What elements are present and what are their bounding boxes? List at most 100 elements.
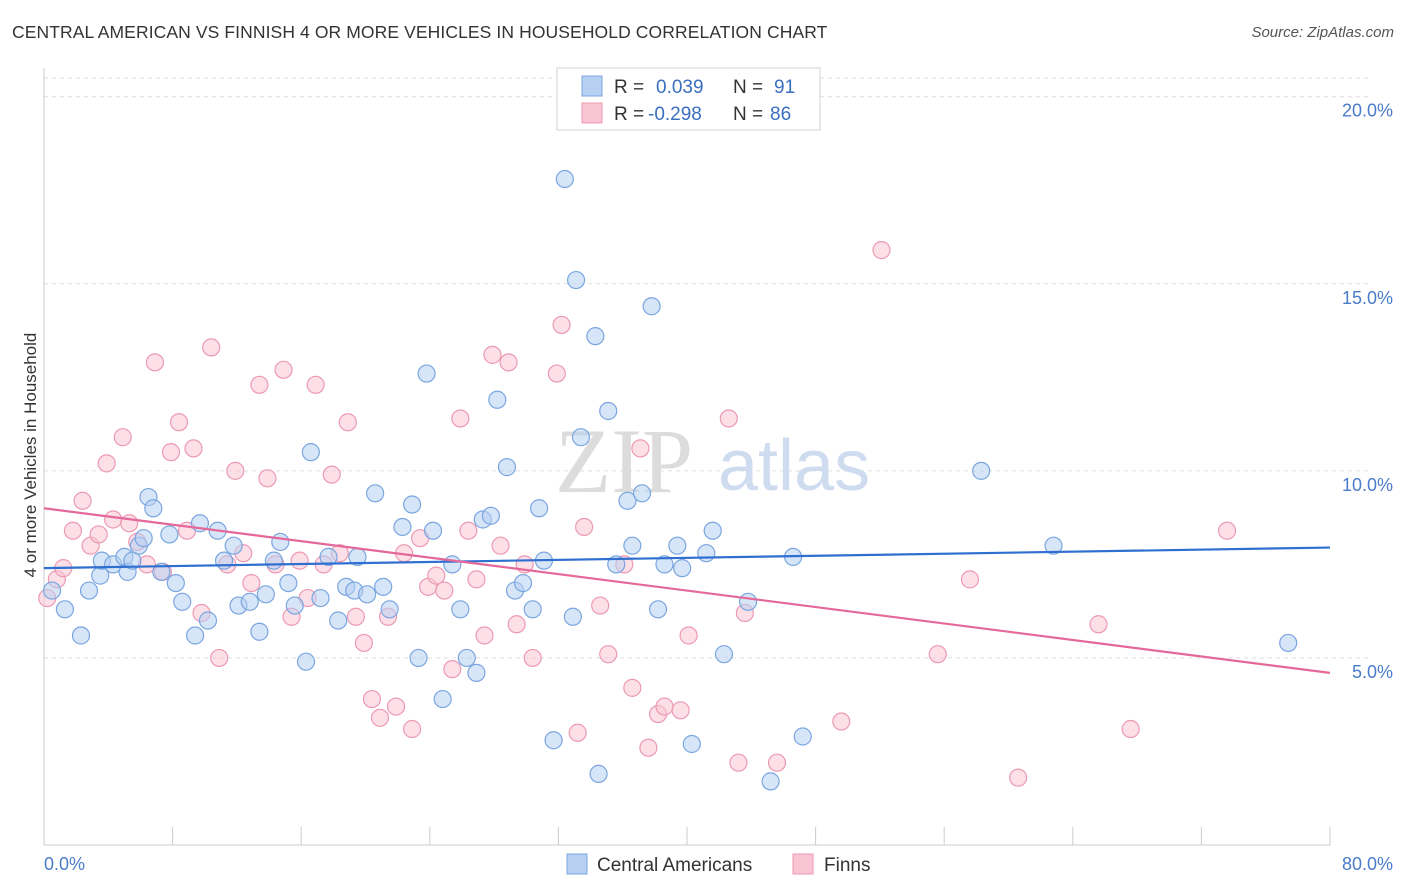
- central-americans-point-76: [642, 297, 661, 316]
- finns-point-73: [655, 697, 674, 716]
- finns-point-69: [623, 678, 642, 697]
- central-americans-point-61: [523, 600, 542, 619]
- finns-point-34: [306, 375, 325, 394]
- central-americans-point-66: [563, 607, 582, 626]
- finns-point-77: [729, 753, 748, 772]
- bottom-legend-label-blue: Central Americans: [597, 855, 752, 876]
- central-americans-point-50: [433, 689, 452, 709]
- finns-point-8: [97, 454, 116, 473]
- finns-point-61: [523, 648, 542, 668]
- central-americans-point-86: [761, 772, 780, 791]
- finns-point-41: [362, 689, 382, 709]
- central-americans-point-28: [256, 585, 275, 604]
- central-americans-point-49: [423, 521, 443, 540]
- finns-point-32: [290, 551, 309, 570]
- legend-n-label-1: N =: [733, 77, 763, 98]
- finns-point-27: [250, 375, 269, 394]
- finns-point-46: [403, 719, 422, 739]
- finns-points: [38, 241, 1237, 787]
- finns-point-39: [346, 607, 365, 626]
- central-americans-point-89: [972, 461, 991, 480]
- central-americans-point-15: [152, 562, 171, 581]
- central-americans-point-71: [599, 401, 618, 421]
- central-americans-point-78: [655, 555, 674, 574]
- finns-point-36: [322, 465, 341, 484]
- finns-point-71: [639, 738, 658, 757]
- finns-point-50: [435, 581, 454, 600]
- finns-point-52: [451, 409, 470, 428]
- central-americans-point-77: [648, 600, 668, 619]
- central-americans-point-53: [457, 648, 476, 668]
- bottom-legend-label-pink: Finns: [824, 855, 870, 876]
- central-americans-point-82: [697, 544, 716, 563]
- finns-point-85: [1089, 615, 1108, 634]
- finns-point-87: [1218, 521, 1237, 540]
- trend-line-finns: [43, 507, 1331, 674]
- finns-point-16: [161, 443, 181, 462]
- legend-r-label-2: R =: [614, 104, 644, 125]
- central-americans-point-36: [319, 547, 338, 567]
- central-americans-point-32: [285, 596, 304, 615]
- legend-r-value-1: 0.039: [656, 77, 704, 98]
- bottom-legend-swatch-blue: [566, 853, 588, 875]
- central-americans-point-64: [544, 731, 563, 750]
- finns-point-10: [113, 428, 132, 447]
- finns-point-54: [467, 570, 486, 589]
- central-americans-point-21: [198, 611, 218, 630]
- legend-n-value-1: 91: [774, 77, 795, 98]
- finns-point-75: [679, 626, 698, 645]
- finns-point-86: [1121, 719, 1140, 739]
- legend-n-value-2: 86: [770, 104, 791, 125]
- y-tick-label-2: 10.0%: [1342, 475, 1393, 495]
- finns-point-4: [63, 521, 83, 540]
- finns-point-59: [507, 615, 526, 634]
- finns-point-56: [483, 345, 502, 364]
- finns-point-76: [719, 409, 738, 428]
- central-americans-point-34: [301, 443, 320, 462]
- finns-point-11: [120, 514, 139, 533]
- x-tick-label-min: 0.0%: [44, 854, 85, 874]
- finns-point-79: [767, 753, 787, 772]
- legend-n-label-2: N =: [733, 104, 763, 125]
- finns-point-51: [443, 660, 462, 679]
- central-americans-point-65: [555, 169, 574, 189]
- central-americans-point-29: [264, 551, 283, 570]
- central-americans-point-43: [374, 577, 393, 596]
- legend: R = 0.039 N = 91 R = -0.298 N = 86: [556, 67, 821, 131]
- central-americans-point-81: [682, 734, 701, 754]
- finns-point-49: [427, 566, 446, 585]
- finns-point-30: [274, 360, 293, 379]
- central-americans-point-3: [71, 626, 91, 645]
- finns-point-66: [591, 596, 610, 615]
- finns-point-24: [226, 461, 245, 480]
- central-americans-point-56: [481, 506, 500, 525]
- finns-point-19: [184, 439, 203, 458]
- central-americans-point-48: [417, 364, 436, 383]
- finns-point-21: [202, 338, 221, 357]
- central-americans-point-42: [366, 484, 385, 503]
- central-americans-point-80: [673, 559, 692, 578]
- central-americans-point-10: [123, 551, 142, 570]
- finns-point-82: [928, 645, 947, 664]
- finns-point-80: [832, 712, 851, 731]
- watermark: ZIP atlas: [555, 410, 870, 512]
- central-americans-point-31: [279, 573, 298, 593]
- central-americans-point-73: [618, 491, 637, 510]
- finns-point-67: [599, 645, 618, 664]
- central-americans-point-33: [296, 652, 316, 671]
- central-americans-point-41: [358, 585, 377, 604]
- finns-point-81: [872, 241, 891, 260]
- finns-point-55: [475, 626, 494, 645]
- bottom-legend-swatch-pink: [792, 853, 814, 875]
- central-americans-point-62: [530, 499, 549, 518]
- central-americans-point-88: [793, 727, 812, 746]
- tick-labels: 5.0% 10.0% 15.0% 20.0% 0.0% 80.0%: [44, 101, 1393, 874]
- central-americans-point-14: [144, 499, 163, 518]
- y-tick-label-4: 20.0%: [1342, 101, 1393, 121]
- gridlines: [44, 77, 1370, 659]
- central-americans-point-51: [443, 555, 462, 574]
- finns-point-63: [552, 315, 571, 335]
- central-americans-point-60: [513, 573, 533, 593]
- legend-swatch-pink: [581, 102, 603, 124]
